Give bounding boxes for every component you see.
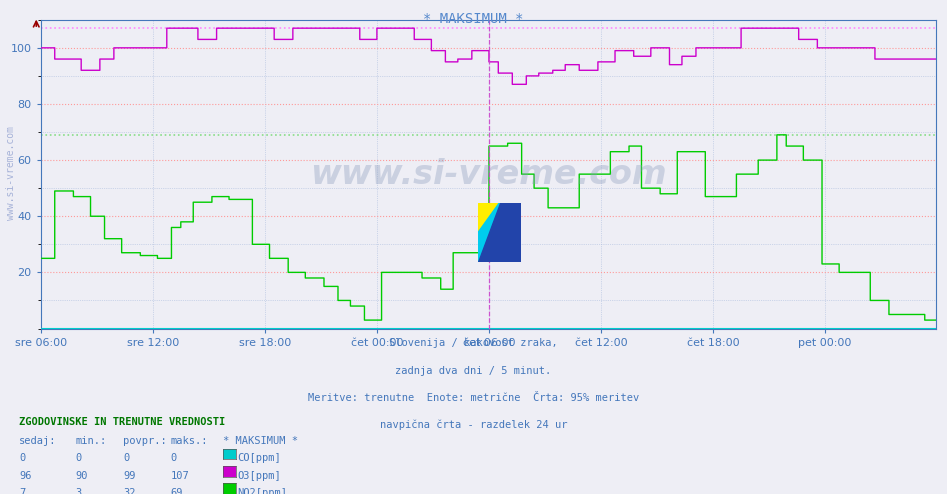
Text: NO2[ppm]: NO2[ppm] — [238, 488, 288, 494]
Text: 0: 0 — [76, 453, 82, 463]
Text: 7: 7 — [19, 488, 26, 494]
Polygon shape — [478, 203, 521, 262]
Text: * MAKSIMUM *: * MAKSIMUM * — [223, 436, 297, 446]
Polygon shape — [478, 203, 500, 232]
Text: 32: 32 — [123, 488, 135, 494]
Text: maks.:: maks.: — [170, 436, 208, 446]
Text: 90: 90 — [76, 471, 88, 481]
Text: 0: 0 — [19, 453, 26, 463]
Text: 69: 69 — [170, 488, 183, 494]
Text: zadnja dva dni / 5 minut.: zadnja dva dni / 5 minut. — [396, 366, 551, 375]
Text: 3: 3 — [76, 488, 82, 494]
Text: 99: 99 — [123, 471, 135, 481]
Text: * MAKSIMUM *: * MAKSIMUM * — [423, 12, 524, 26]
Text: ZGODOVINSKE IN TRENUTNE VREDNOSTI: ZGODOVINSKE IN TRENUTNE VREDNOSTI — [19, 417, 225, 427]
Text: 96: 96 — [19, 471, 31, 481]
Text: navpična črta - razdelek 24 ur: navpična črta - razdelek 24 ur — [380, 420, 567, 430]
Text: Meritve: trenutne  Enote: metrične  Črta: 95% meritev: Meritve: trenutne Enote: metrične Črta: … — [308, 393, 639, 403]
Text: 0: 0 — [170, 453, 177, 463]
Text: CO[ppm]: CO[ppm] — [238, 453, 281, 463]
Text: povpr.:: povpr.: — [123, 436, 167, 446]
Text: 107: 107 — [170, 471, 189, 481]
Text: O3[ppm]: O3[ppm] — [238, 471, 281, 481]
Text: min.:: min.: — [76, 436, 107, 446]
Text: 0: 0 — [123, 453, 130, 463]
Text: www.si-vreme.com: www.si-vreme.com — [7, 126, 16, 220]
Text: Slovenija / kakovost zraka,: Slovenija / kakovost zraka, — [389, 338, 558, 348]
Polygon shape — [478, 203, 521, 262]
Text: sedaj:: sedaj: — [19, 436, 57, 446]
Text: www.si-vreme.com: www.si-vreme.com — [310, 158, 667, 191]
